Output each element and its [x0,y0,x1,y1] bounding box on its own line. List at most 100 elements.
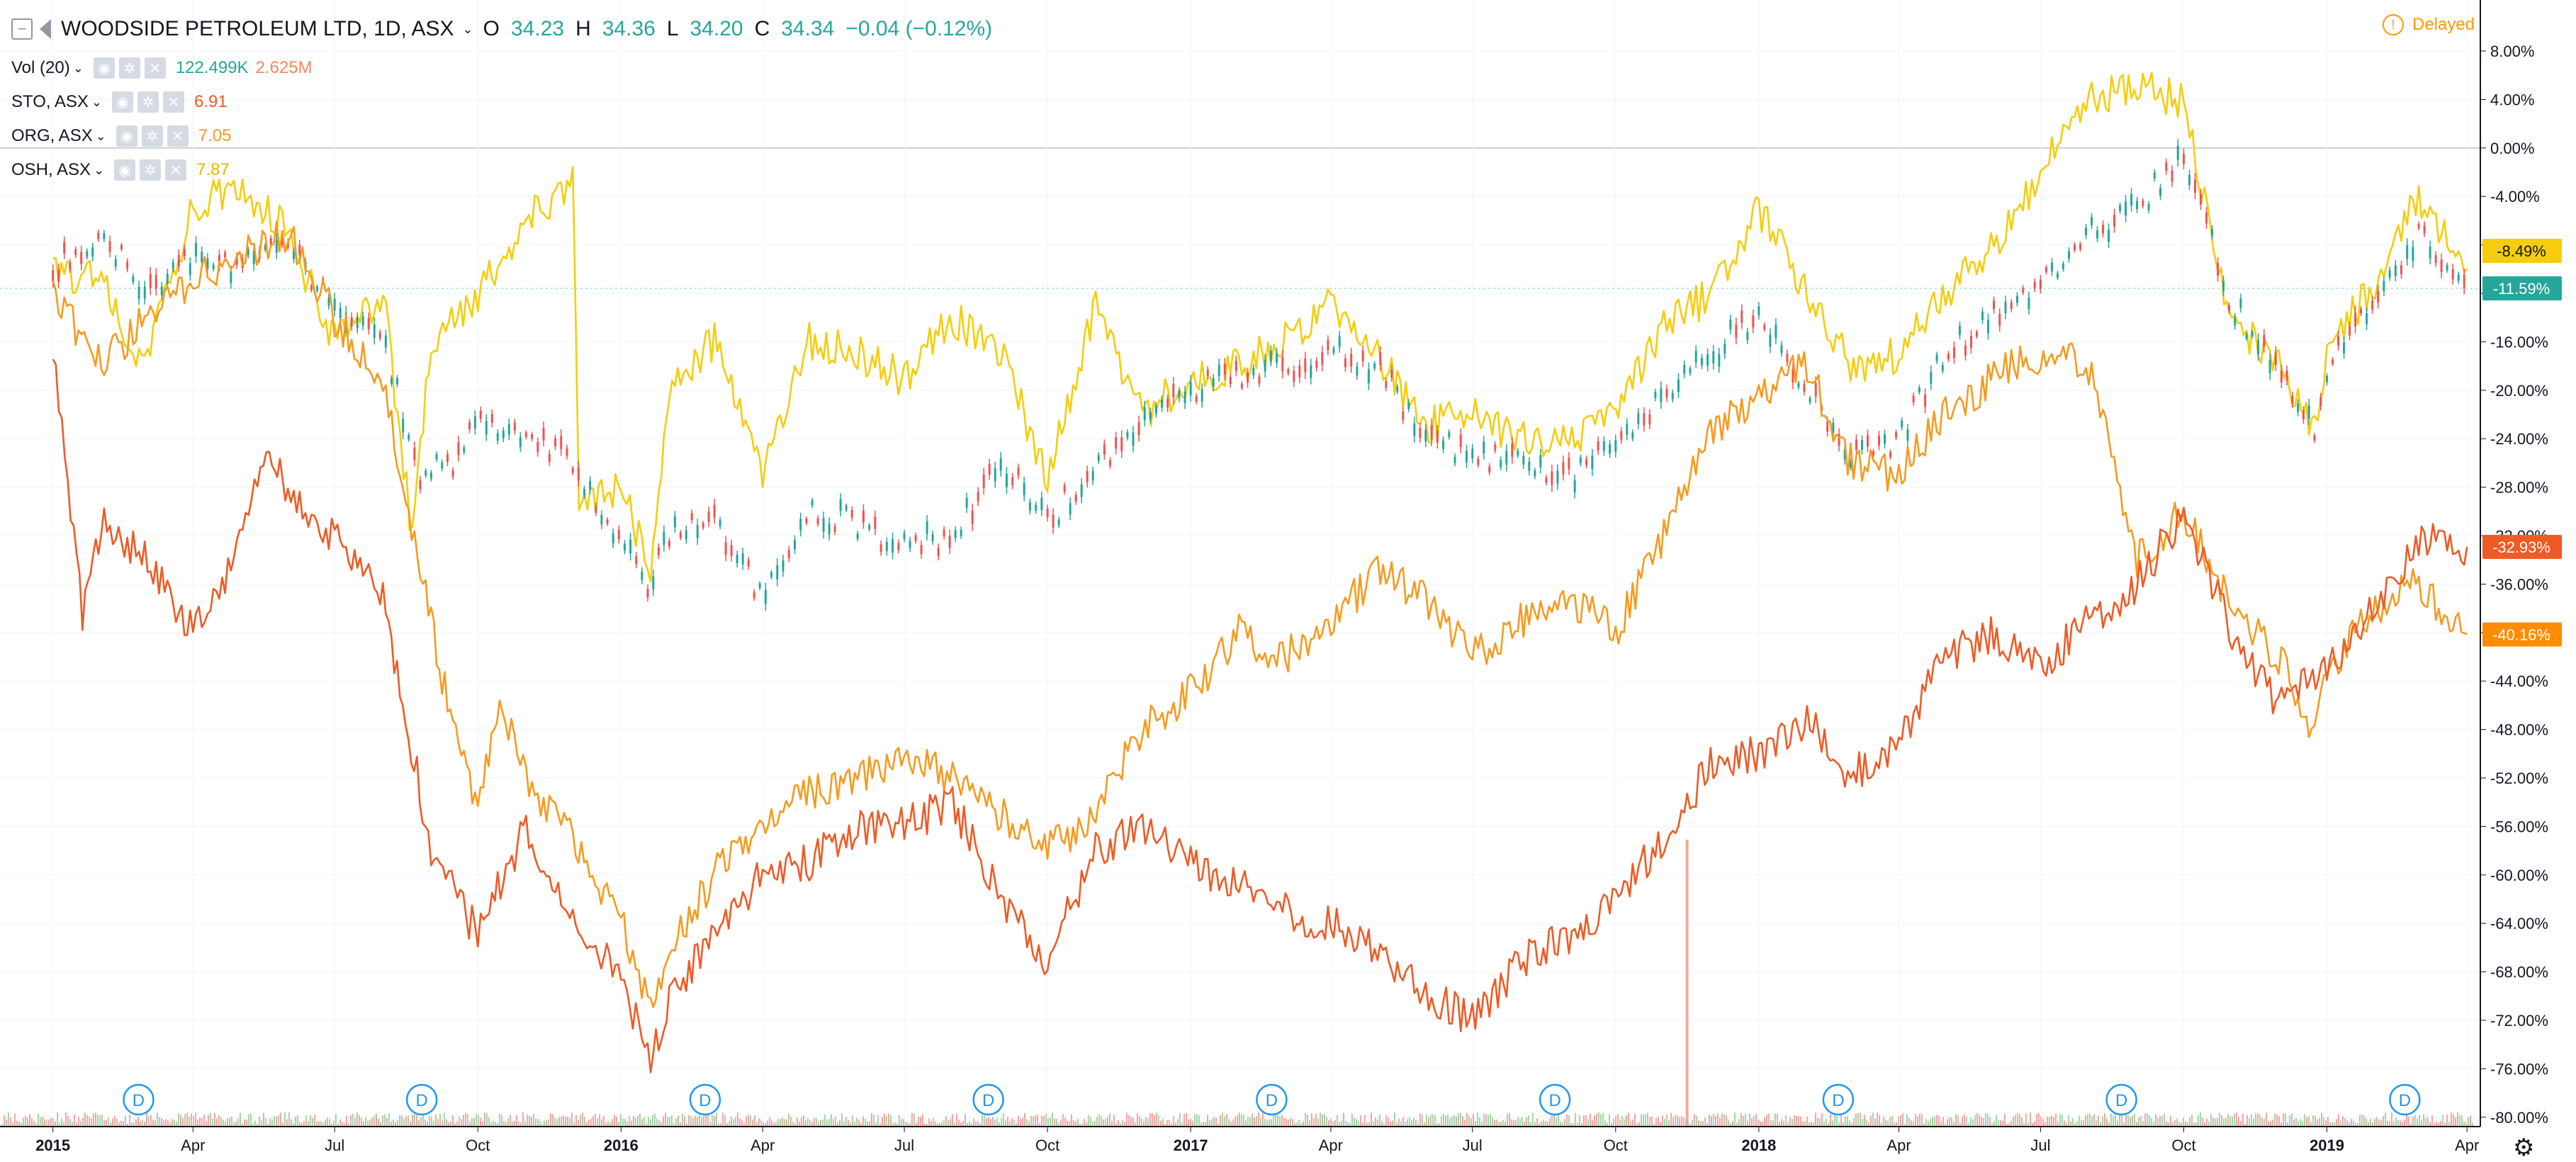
volume-bar [1494,1119,1495,1127]
volume-bar [365,1117,366,1127]
price-label-box [2482,238,2562,263]
candle-body-woodside-petroleum-ltd [657,547,660,555]
volume-bar [2130,1117,2131,1127]
volume-bar [903,1119,904,1127]
volume-bar [1800,1116,1801,1127]
candle-body-woodside-petroleum-ltd [2457,274,2460,281]
volume-bar [2387,1120,2388,1127]
dividend-marker[interactable] [123,1083,154,1116]
chevron-down-icon[interactable]: ⌄ [95,128,106,143]
gear-icon[interactable]: ✲ [141,125,163,147]
compare-row-org[interactable]: ORG, ASX ⌄ ◉ ✲ ✕ 7.05 [11,119,992,153]
dividend-marker[interactable] [972,1083,1004,1116]
volume-bar [629,1116,630,1127]
volume-bar [308,1121,309,1127]
volume-label[interactable]: Vol (20) [11,58,70,77]
volume-bar [548,1119,549,1127]
collapse-icon[interactable]: − [11,18,33,40]
eye-icon[interactable]: ◉ [93,57,115,79]
candle-body-woodside-petroleum-ltd [663,531,665,546]
close-icon[interactable]: ✕ [167,125,189,147]
volume-bar [1407,1119,1408,1127]
candle-body-woodside-petroleum-ltd [1069,502,1072,515]
volume-bar [1751,1118,1753,1127]
dividend-marker[interactable] [1256,1083,1288,1116]
volume-bar [399,1115,400,1127]
dividend-marker[interactable] [1539,1083,1571,1116]
candle-body-woodside-petroleum-ltd [1706,354,1709,366]
volume-bar [146,1112,147,1127]
candle-body-woodside-petroleum-ltd [108,241,111,252]
delayed-indicator[interactable]: ! Delayed [2383,14,2475,35]
volume-bar [1534,1122,1536,1127]
volume-bar [569,1117,570,1127]
volume-bar [2385,1112,2386,1127]
volume-bar [1139,1116,1140,1127]
volume-bar [1222,1112,1223,1127]
close-icon[interactable]: ✕ [163,91,185,113]
volume-bar [1783,1121,1784,1127]
chart-settings-icon[interactable]: ⚙ [2513,1134,2535,1161]
compare-row-osh[interactable]: OSH, ASX ⌄ ◉ ✲ ✕ 7.87 [11,153,992,187]
candle-body-woodside-petroleum-ltd [407,434,410,440]
gear-icon[interactable]: ✲ [118,57,140,79]
volume-bar [1942,1117,1944,1127]
chevron-down-icon[interactable]: ⌄ [72,60,84,75]
volume-bar [2291,1113,2293,1127]
candle-body-woodside-petroleum-ltd [2211,229,2214,237]
eye-icon[interactable]: ◉ [114,159,136,181]
dividend-marker[interactable] [405,1083,438,1116]
volume-bar [1349,1122,1351,1127]
candle-body-woodside-petroleum-ltd [1895,432,1898,438]
compare-label-org[interactable]: ORG, ASX [11,126,93,145]
volume-bar [363,1121,364,1127]
dividend-marker[interactable] [689,1083,721,1116]
eye-icon[interactable]: ◉ [112,91,134,113]
volume-bar [69,1118,71,1127]
dividend-marker[interactable] [2105,1083,2137,1116]
volume-legend-row[interactable]: Vol (20) ⌄ ◉ ✲ ✕ 122.499K 2.625M [11,51,992,85]
volume-bar [680,1122,681,1127]
volume-bar [1020,1119,1021,1127]
chevron-down-icon[interactable]: ⌄ [94,162,105,177]
volume-bar [2221,1115,2222,1127]
volume-bar [388,1112,390,1127]
volume-bar [1658,1116,1659,1127]
close-icon[interactable]: ✕ [144,57,166,79]
flag-icon[interactable] [40,19,51,39]
chevron-down-icon[interactable]: ⌄ [462,21,473,36]
compare-label-sto[interactable]: STO, ASX [11,92,89,111]
eye-icon[interactable]: ◉ [116,125,137,147]
volume-bar [901,1119,902,1127]
volume-bar [1213,1117,1215,1127]
x-tick-label: 2018 [1741,1136,1776,1154]
candle-body-woodside-petroleum-ltd [811,500,814,506]
dividend-marker[interactable] [2389,1083,2421,1116]
volume-bar [286,1119,288,1127]
volume-bar [737,1112,738,1127]
volume-bar [520,1122,522,1127]
close-icon[interactable]: ✕ [165,159,187,181]
gear-icon[interactable]: ✲ [140,159,162,181]
volume-bar [1315,1113,1317,1127]
symbol-title[interactable]: WOODSIDE PETROLEUM LTD, 1D, ASX [61,17,454,40]
volume-bar [1173,1116,1174,1127]
volume-bar [1160,1120,1162,1127]
volume-bar [731,1117,732,1127]
volume-bar [539,1120,541,1127]
candle-body-woodside-petroleum-ltd [1385,380,1388,388]
volume-bar [1857,1113,1859,1127]
gear-icon[interactable]: ✲ [137,91,159,113]
volume-bar [1872,1112,1874,1127]
volume-bar [1985,1113,1986,1127]
dividend-marker[interactable] [1822,1083,1855,1116]
volume-bar [1237,1115,1238,1127]
compare-row-sto[interactable]: STO, ASX ⌄ ◉ ✲ ✕ 6.91 [11,85,992,119]
compare-label-osh[interactable]: OSH, ASX [11,160,91,179]
candle-body-woodside-petroleum-ltd [451,470,454,477]
chevron-down-icon[interactable]: ⌄ [91,94,103,109]
volume-bar [1373,1121,1374,1127]
candle-body-woodside-petroleum-ltd [224,252,227,258]
